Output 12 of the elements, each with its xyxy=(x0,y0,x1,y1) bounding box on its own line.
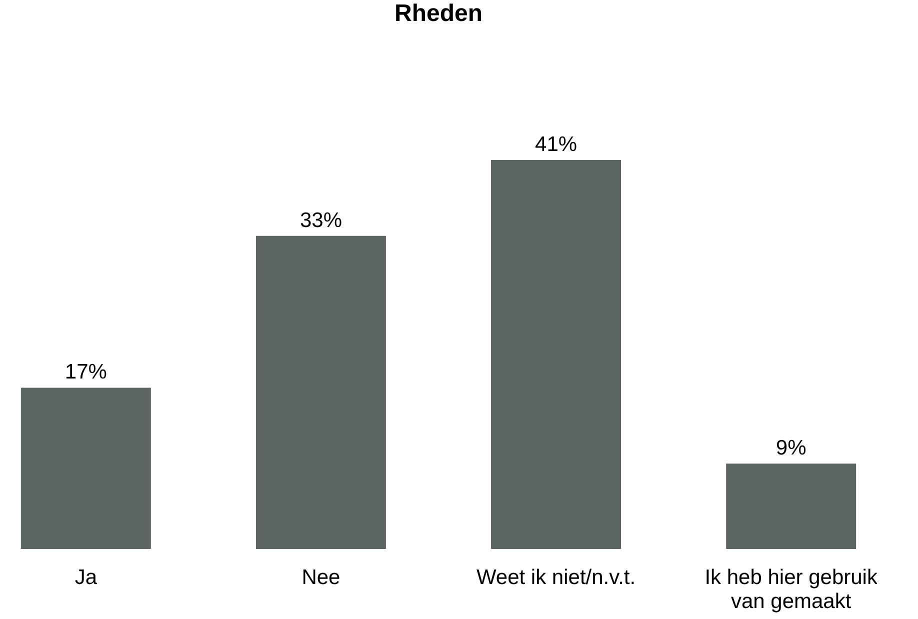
x-tick-label: Weet ik niet/n.v.t. xyxy=(476,566,636,589)
data-label: 33% xyxy=(300,208,342,232)
data-label: 17% xyxy=(64,360,107,384)
bar xyxy=(256,236,386,549)
data-label: 41% xyxy=(535,133,578,156)
x-tick-label: Nee xyxy=(302,566,340,589)
bar xyxy=(20,388,151,549)
chart-title: Rheden xyxy=(394,0,483,27)
x-tick-label: Ja xyxy=(74,566,98,589)
bar xyxy=(491,160,622,549)
bar xyxy=(726,464,856,549)
data-label: 9% xyxy=(776,436,806,460)
